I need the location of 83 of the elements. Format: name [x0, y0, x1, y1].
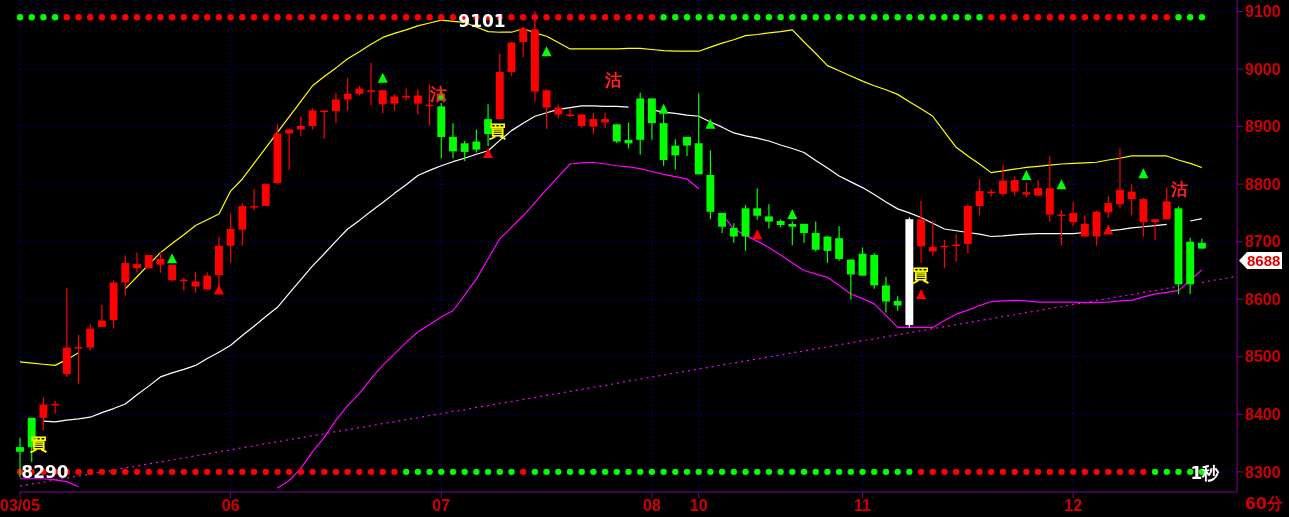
- candlestick: [1010, 176, 1019, 197]
- candlestick: [1104, 195, 1113, 219]
- candlestick: [612, 123, 621, 144]
- candlestick: [460, 140, 469, 162]
- candlestick: [1151, 218, 1160, 241]
- point: [752, 229, 763, 240]
- candlestick: [811, 220, 820, 253]
- x-tick-label: 08: [643, 497, 661, 515]
- point: [1021, 169, 1032, 180]
- candlestick: [1116, 147, 1124, 209]
- candlestick: [449, 122, 457, 159]
- candlestick: [413, 88, 422, 116]
- candlestick: [308, 107, 317, 131]
- candlestick: [133, 252, 141, 274]
- candlestick: [729, 222, 738, 244]
- x-tick-label: 06: [221, 497, 240, 515]
- x-tick-label: 03/05: [0, 497, 41, 515]
- candlestick: [39, 397, 48, 432]
- candlestick: [367, 62, 375, 106]
- candlestick: [226, 213, 235, 263]
- candlestick: [542, 88, 551, 130]
- candlestick: [191, 271, 200, 294]
- x-tick-label: 12: [1064, 497, 1083, 515]
- y-tick-label: 8300: [1245, 463, 1281, 481]
- point: [1103, 224, 1114, 235]
- annotation: 沽: [604, 68, 622, 92]
- candlestick: [764, 203, 773, 230]
- y-tick-label: 8700: [1245, 233, 1281, 251]
- candlestick: [343, 77, 352, 112]
- annotation: 8290: [21, 462, 69, 482]
- candlestick: [1080, 214, 1089, 238]
- point: [1138, 168, 1149, 179]
- y-tick-label: 9100: [1245, 3, 1281, 21]
- x-tick-label: 11: [854, 497, 872, 515]
- candlestick: [835, 225, 844, 262]
- annotation: 1秒: [1190, 461, 1220, 485]
- candlestick: [378, 89, 387, 114]
- candlestick: [156, 250, 165, 274]
- y-tick-label: 8400: [1245, 406, 1281, 423]
- point: [916, 289, 927, 300]
- candlestick: [999, 163, 1007, 197]
- candlestick: [601, 112, 610, 129]
- x-tick-label: 10: [689, 497, 708, 515]
- candlestick: [285, 128, 294, 171]
- candlestick: [882, 276, 890, 314]
- candlestick: [823, 235, 832, 264]
- candlestick: [858, 246, 867, 277]
- point: [377, 72, 388, 83]
- candlestick: [238, 202, 247, 247]
- candlestick: [1139, 197, 1148, 238]
- candlestick: [97, 304, 106, 328]
- candlestick: [753, 187, 762, 221]
- y-tick-label: 9000: [1245, 60, 1281, 78]
- x-axis-title: 60分: [1244, 494, 1283, 515]
- candlestick: [121, 254, 130, 297]
- y-tick-label: 8600: [1245, 290, 1281, 308]
- candlestick: [86, 323, 95, 352]
- annotation: 買: [488, 119, 506, 143]
- candlestick: [472, 128, 481, 154]
- point: [483, 148, 494, 159]
- point: [705, 118, 716, 129]
- y-tick-label: 8800: [1245, 175, 1281, 193]
- y-tick-label: 8500: [1245, 348, 1281, 366]
- x-tick-label: 07: [432, 497, 451, 515]
- y-tick-label: 8900: [1245, 118, 1281, 136]
- point: [1056, 179, 1067, 190]
- annotation: 沽: [1170, 177, 1188, 201]
- point: [167, 253, 178, 264]
- text: 8688: [1239, 252, 1283, 269]
- candlestick: [788, 220, 797, 246]
- candlestick: [671, 138, 680, 170]
- candlestick: [519, 25, 528, 58]
- annotation: 沽: [429, 82, 447, 106]
- point: [787, 209, 798, 220]
- candlestick: [589, 112, 598, 135]
- candlestick: [1162, 186, 1171, 220]
- candlestick: [250, 188, 258, 212]
- candlestick: [332, 92, 340, 124]
- candlestick: [1069, 201, 1078, 227]
- candlestick: [320, 109, 329, 140]
- candlestick: [1127, 183, 1136, 216]
- candlestick: [846, 258, 855, 301]
- point: [541, 46, 552, 57]
